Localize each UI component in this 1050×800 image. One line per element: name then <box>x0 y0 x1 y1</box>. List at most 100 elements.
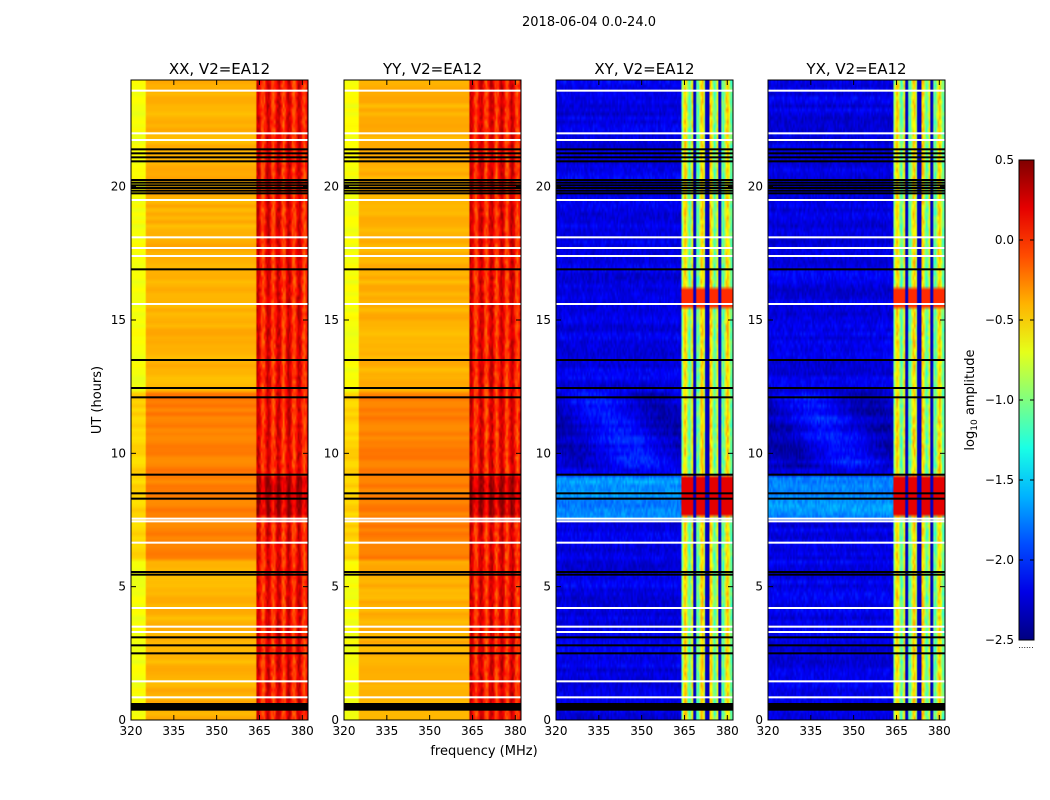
flagged-row-black <box>344 497 521 500</box>
y-tick-label: 15 <box>324 313 339 327</box>
flagged-row-white <box>556 520 733 523</box>
flagged-row-black <box>344 359 521 361</box>
colorbar-label-base: log <box>963 431 978 451</box>
flagged-row-white <box>344 696 521 699</box>
flagged-row-black <box>768 497 945 500</box>
panel-3: XY, V2=EA12 320 335 350 365 380 0 5 10 15 20 <box>536 60 739 738</box>
flagged-row-black <box>131 192 308 195</box>
flagged-row-black <box>131 160 308 163</box>
flagged-row-white <box>344 520 521 523</box>
y-tick-label: 20 <box>748 180 763 194</box>
y-tick-label: 0 <box>331 713 339 727</box>
flagged-block <box>344 704 521 711</box>
flagged-row-white <box>556 255 733 257</box>
heatmap-image <box>131 80 308 720</box>
flagged-row-white <box>556 631 733 633</box>
flagged-row-black <box>131 189 308 192</box>
flagged-row-black <box>344 148 521 151</box>
flagged-row-black <box>556 181 733 184</box>
panel-title: XY, V2=EA12 <box>594 60 694 78</box>
flagged-row-black <box>344 387 521 389</box>
flagged-row-black <box>344 571 521 573</box>
flagged-row-black <box>768 396 945 399</box>
x-tick-label: 335 <box>375 724 398 738</box>
flagged-row-black <box>131 359 308 361</box>
x-tick-label: 365 <box>248 724 271 738</box>
x-tick-label: 320 <box>545 724 568 738</box>
flagged-row-black <box>556 189 733 192</box>
flagged-row-black <box>131 181 308 184</box>
colorbar-tick-label: −1.5 <box>985 473 1014 487</box>
colorbar-label: log10 amplitude <box>963 349 980 450</box>
flagged-row-white <box>131 607 308 609</box>
y-tick-label: 0 <box>755 713 763 727</box>
flagged-row-black <box>131 573 308 576</box>
flagged-row-white <box>556 132 733 135</box>
colorbar-tick-label: −2.5 <box>985 633 1014 647</box>
flagged-row-black <box>556 192 733 195</box>
flagged-row-white <box>131 631 308 633</box>
colorbar-tick-label: −2.0 <box>985 553 1014 567</box>
flagged-row-white <box>131 139 308 141</box>
flagged-row-white <box>556 517 733 520</box>
flagged-row-black <box>344 268 521 271</box>
flagged-row-black <box>556 473 733 476</box>
flagged-row-black <box>556 387 733 389</box>
x-tick-label: 350 <box>205 724 228 738</box>
colorbar-tick-label: −0.5 <box>985 313 1014 327</box>
colorbar: 0.5 0.0 −0.5 −1.0 −1.5 −2.0 −2.5 <box>985 153 1035 647</box>
heatmap-image <box>768 80 945 720</box>
x-tick-label: 335 <box>587 724 610 738</box>
flagged-row-black <box>556 184 733 187</box>
flagged-row-black <box>556 152 733 155</box>
flagged-row-black <box>344 189 521 192</box>
flagged-row-white <box>344 680 521 683</box>
flagged-row-black <box>768 187 945 189</box>
flagged-row-black <box>131 497 308 500</box>
flagged-row-white <box>556 625 733 628</box>
colorbar-tick-label: −1.0 <box>985 393 1014 407</box>
flagged-row-white <box>556 199 733 201</box>
flagged-row-white <box>768 517 945 520</box>
flagged-row-white <box>556 236 733 239</box>
flagged-row-white <box>556 303 733 305</box>
y-tick-label: 10 <box>748 446 763 460</box>
panel-title: YX, V2=EA12 <box>805 60 906 78</box>
x-tick-label: 320 <box>757 724 780 738</box>
flagged-row-black <box>131 644 308 647</box>
flagged-row-white <box>344 631 521 633</box>
heatmap-image <box>344 80 521 720</box>
flagged-block <box>556 704 733 711</box>
x-tick-label: 365 <box>461 724 484 738</box>
axes-frame <box>130 79 309 721</box>
x-tick-label: 335 <box>162 724 185 738</box>
flagged-row-white <box>556 247 733 249</box>
flagged-row-white <box>131 236 308 239</box>
y-tick-label: 5 <box>543 580 551 594</box>
flagged-row-white <box>768 607 945 609</box>
x-tick-label: 320 <box>333 724 356 738</box>
heatmap-image <box>556 80 733 720</box>
flagged-row-white <box>344 139 521 141</box>
panel-2: YY, V2=EA12 320 335 350 365 380 0 5 10 15 20 <box>324 60 527 738</box>
panel-title: XX, V2=EA12 <box>169 60 270 78</box>
colorbar-label-rest: amplitude <box>963 349 978 419</box>
x-tick-label: 365 <box>885 724 908 738</box>
flagged-row-black <box>344 152 521 155</box>
flagged-row-black <box>768 652 945 655</box>
flagged-row-black <box>556 179 733 181</box>
axes-frame <box>555 79 734 721</box>
flagged-row-black <box>131 179 308 181</box>
flagged-row-black <box>131 473 308 476</box>
flagged-row-white <box>768 680 945 683</box>
y-tick-label: 5 <box>331 580 339 594</box>
flagged-row-black <box>344 652 521 655</box>
flagged-row-white <box>344 541 521 544</box>
flagged-row-black <box>344 644 521 647</box>
flagged-row-white <box>344 236 521 239</box>
flagged-row-white <box>768 696 945 699</box>
figure-suptitle: 2018-06-04 0.0-24.0 <box>522 15 656 30</box>
y-tick-label: 20 <box>324 180 339 194</box>
flagged-row-white <box>768 255 945 257</box>
y-tick-label: 15 <box>111 313 126 327</box>
